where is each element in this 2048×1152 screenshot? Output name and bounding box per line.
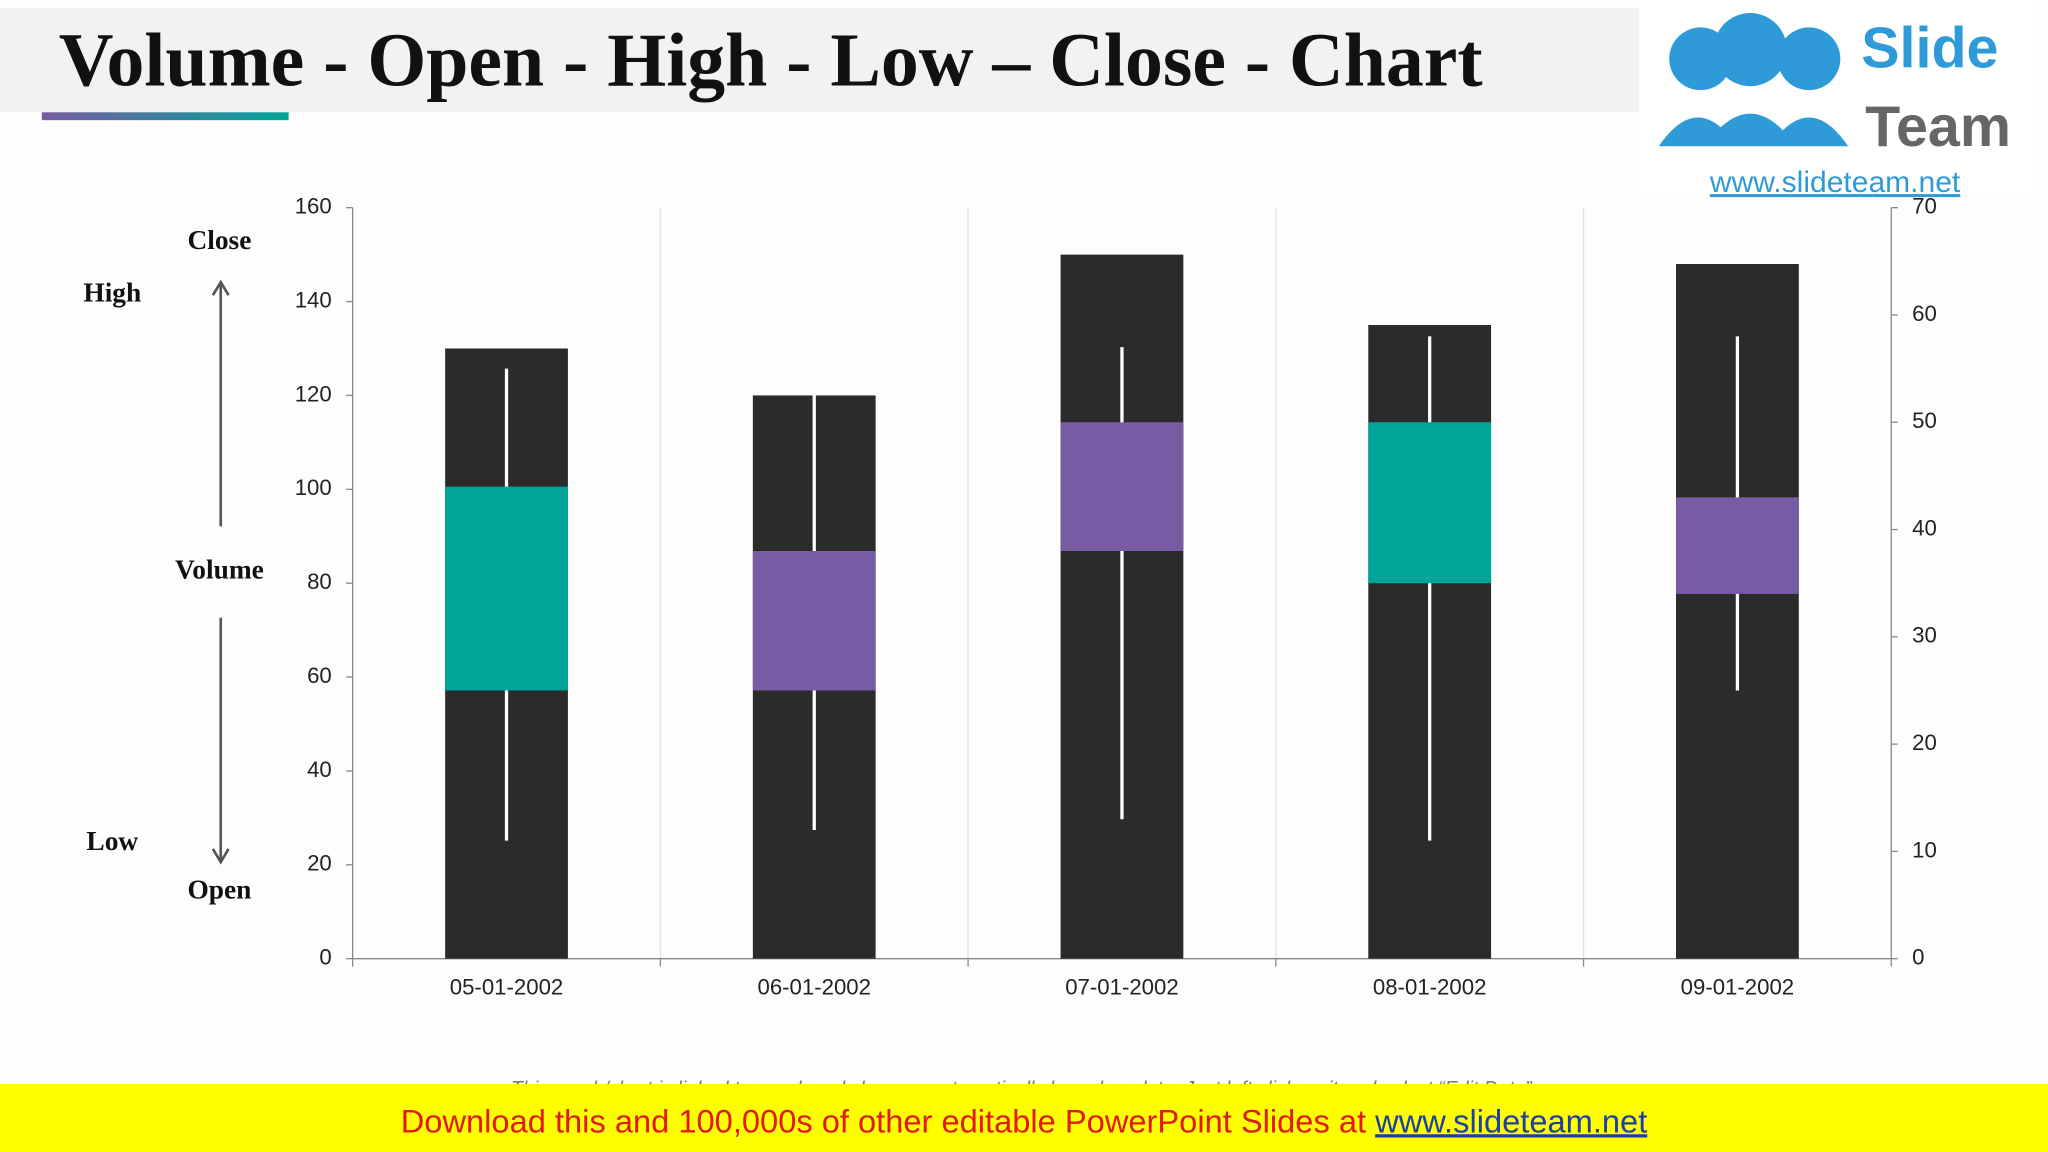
side-guide: Close High Volume Low Open — [83, 225, 263, 904]
annotation: High — [83, 277, 141, 307]
open-close-box — [445, 486, 568, 691]
logo: Slide Team www.slideteam.net — [1639, 0, 2038, 199]
logo-head — [1713, 13, 1787, 87]
y2-tick-label: 10 — [1912, 837, 1937, 862]
banner-message: Download this and 100,000s of other edit… — [401, 1102, 1375, 1139]
y2-tick-label: 40 — [1912, 515, 1937, 540]
x-tick-label: 07-01-2002 — [1065, 975, 1179, 1000]
y-tick-label: 60 — [307, 663, 332, 688]
plot: 0 20 40 60 80 100 120 140 160 0 10 20 30 40 50 60 70 05-0… — [295, 194, 1937, 1000]
x-tick-label: 05-01-2002 — [450, 975, 564, 1000]
y-tick-label: 140 — [295, 287, 332, 312]
y-tick-label: 0 — [319, 945, 331, 970]
title-band — [0, 7, 1644, 113]
y2-tick-label: 60 — [1912, 301, 1937, 326]
y2-tick-label: 20 — [1912, 730, 1937, 755]
title-underline — [41, 112, 289, 121]
open-close-box — [1368, 422, 1492, 584]
arrow-head — [211, 279, 230, 296]
y-tick-label: 80 — [307, 569, 332, 594]
chart-title: Volume - Open - High - Low – Close - Cha… — [59, 18, 1483, 102]
y2-tick-label: 50 — [1912, 408, 1937, 433]
logo-word: Team — [1865, 95, 2011, 159]
y-tick-label: 120 — [295, 381, 332, 406]
x-tick-label: 08-01-2002 — [1373, 975, 1487, 1000]
open-close-box — [1060, 422, 1184, 551]
y2-tick-label: 70 — [1912, 194, 1937, 219]
x-tick-label: 09-01-2002 — [1681, 975, 1795, 1000]
logo-head — [1777, 27, 1841, 91]
x-tick-label: 06-01-2002 — [757, 975, 871, 1000]
y-tick-label: 20 — [307, 851, 332, 876]
banner-link[interactable]: www.slideteam.net — [1374, 1102, 1647, 1139]
y-tick-label: 40 — [307, 757, 332, 782]
open-close-box — [1676, 497, 1799, 594]
y-tick-label: 160 — [295, 194, 332, 219]
open-close-box — [752, 550, 876, 691]
annotation: Open — [187, 874, 251, 904]
banner — [0, 1084, 2048, 1152]
y2-tick-label: 0 — [1912, 945, 1924, 970]
y2-tick-label: 30 — [1912, 623, 1937, 648]
annotation: Low — [86, 826, 138, 856]
logo-word: Slide — [1861, 16, 1998, 80]
logo-url[interactable]: www.slideteam.net — [1709, 166, 1961, 199]
logo-bodies — [1658, 113, 1849, 147]
y-tick-label: 100 — [295, 475, 332, 500]
annotation: Volume — [175, 554, 264, 584]
annotation: Close — [187, 225, 251, 255]
banner-text: Download this and 100,000s of other edit… — [401, 1102, 1648, 1139]
arrow-head — [211, 848, 230, 865]
